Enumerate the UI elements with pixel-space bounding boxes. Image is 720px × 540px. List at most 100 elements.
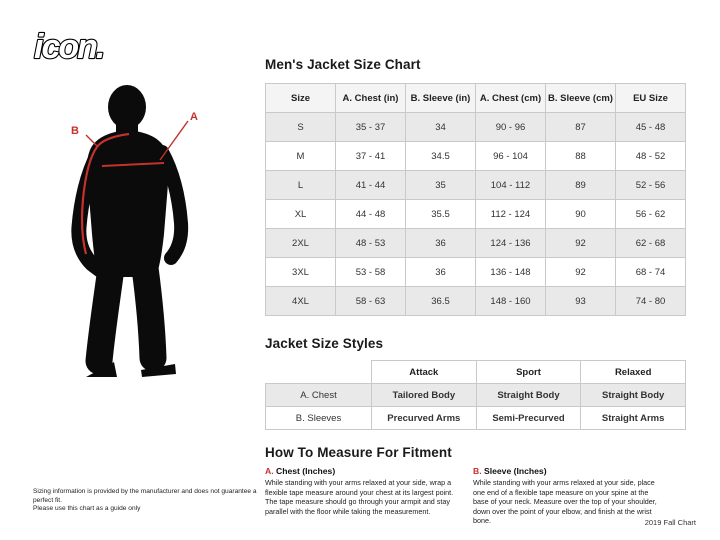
chest-cm-cell: 96 - 104 <box>475 141 546 171</box>
style-row-chest: A. Chest Tailored Body Straight Body Str… <box>265 383 686 407</box>
header-sport: Sport <box>475 360 582 384</box>
sizing-disclaimer: Sizing information is provided by the ma… <box>33 488 273 514</box>
disclaimer-line-2: Please use this chart as a guide only <box>33 505 141 513</box>
measure-chest-prefix: A. <box>265 466 274 476</box>
sleeve-pointer-line <box>85 134 98 147</box>
sport-chest-cell: Straight Body <box>475 383 582 407</box>
style-chart-body: A. Chest Tailored Body Straight Body Str… <box>265 383 686 430</box>
size-row-3xl: 3XL 53 - 58 36 136 - 148 92 68 - 74 <box>265 257 686 287</box>
chest-in-cell: 58 - 63 <box>335 286 406 316</box>
size-cell: M <box>265 141 336 171</box>
silhouette-torso <box>86 130 170 277</box>
sleeve-cm-cell: 92 <box>545 257 616 287</box>
eu-size-cell: 74 - 80 <box>615 286 686 316</box>
sleeve-cm-cell: 90 <box>545 199 616 229</box>
size-row-2xl: 2XL 48 - 53 36 124 - 136 92 62 - 68 <box>265 228 686 258</box>
size-chart-title: Men's Jacket Size Chart <box>265 57 421 72</box>
sport-sleeves-cell: Semi-Precurved <box>475 406 582 430</box>
sleeve-cm-cell: 92 <box>545 228 616 258</box>
figure-label-b: B <box>71 125 79 137</box>
attack-sleeves-cell: Precurved Arms <box>371 406 477 430</box>
size-chart-header-row: Size A. Chest (in) B. Sleeve (in) A. Che… <box>265 83 686 113</box>
eu-size-cell: 45 - 48 <box>615 112 686 142</box>
silhouette-right-foot <box>141 364 176 377</box>
chest-cm-cell: 90 - 96 <box>475 112 546 142</box>
sleeve-in-cell: 35 <box>405 170 476 200</box>
chest-in-cell: 41 - 44 <box>335 170 406 200</box>
size-cell: 4XL <box>265 286 336 316</box>
size-row-s: S 35 - 37 34 90 - 96 87 45 - 48 <box>265 112 686 142</box>
header-size: Size <box>265 83 336 113</box>
size-cell: L <box>265 170 336 200</box>
size-chart-body: S 35 - 37 34 90 - 96 87 45 - 48 M 37 - 4… <box>265 112 686 316</box>
chest-in-cell: 48 - 53 <box>335 228 406 258</box>
size-cell: 3XL <box>265 257 336 287</box>
size-chart-table: Size A. Chest (in) B. Sleeve (in) A. Che… <box>265 83 686 316</box>
style-chart-header-row: Attack Sport Relaxed <box>266 360 686 384</box>
icon-logo: icon. <box>33 27 107 67</box>
body-silhouette-figure: A B <box>71 85 198 377</box>
silhouette-right-arm <box>155 145 189 265</box>
header-sleeve-in: B. Sleeve (in) <box>405 83 476 113</box>
size-cell: XL <box>265 199 336 229</box>
eu-size-cell: 48 - 52 <box>615 141 686 171</box>
sleeve-in-cell: 36.5 <box>405 286 476 316</box>
eu-size-cell: 68 - 74 <box>615 257 686 287</box>
blank-corner-cell <box>266 361 372 384</box>
sleeve-in-cell: 34.5 <box>405 141 476 171</box>
measure-chest-label: A. Chest (Inches) <box>265 466 455 476</box>
header-chest-cm: A. Chest (cm) <box>475 83 546 113</box>
relaxed-chest-cell: Straight Body <box>580 383 686 407</box>
chest-in-cell: 37 - 41 <box>335 141 406 171</box>
measure-sleeve-text: While standing with your arms relaxed at… <box>473 478 657 525</box>
header-eu-size: EU Size <box>615 83 686 113</box>
silhouette-left-arm <box>71 146 108 278</box>
style-row-sleeves: B. Sleeves Precurved Arms Semi-Precurved… <box>265 406 686 430</box>
size-row-4xl: 4XL 58 - 63 36.5 148 - 160 93 74 - 80 <box>265 286 686 316</box>
size-row-xl: XL 44 - 48 35.5 112 - 124 90 56 - 62 <box>265 199 686 229</box>
measure-sleeve-prefix: B. <box>473 466 482 476</box>
size-cell: 2XL <box>265 228 336 258</box>
chest-cm-cell: 148 - 160 <box>475 286 546 316</box>
size-cell: S <box>265 112 336 142</box>
size-row-l: L 41 - 44 35 104 - 112 89 52 - 56 <box>265 170 686 200</box>
measure-title: How To Measure For Fitment <box>265 445 452 460</box>
measure-sleeve-column: B. Sleeve (Inches) While standing with y… <box>473 466 663 526</box>
chest-in-cell: 35 - 37 <box>335 112 406 142</box>
eu-size-cell: 56 - 62 <box>615 199 686 229</box>
sleeve-cm-cell: 87 <box>545 112 616 142</box>
sleeve-in-cell: 35.5 <box>405 199 476 229</box>
attack-chest-cell: Tailored Body <box>371 383 477 407</box>
chest-in-cell: 53 - 58 <box>335 257 406 287</box>
chest-pointer-line <box>159 120 189 161</box>
relaxed-sleeves-cell: Straight Arms <box>580 406 686 430</box>
sleeve-cm-cell: 88 <box>545 141 616 171</box>
measure-chest-label-text: Chest (Inches) <box>275 466 336 476</box>
silhouette-left-foot <box>86 362 117 377</box>
sleeve-cm-cell: 93 <box>545 286 616 316</box>
chest-cm-cell: 136 - 148 <box>475 257 546 287</box>
size-chart-head: Size A. Chest (in) B. Sleeve (in) A. Che… <box>265 83 686 113</box>
measure-chest-column: A. Chest (Inches) While standing with yo… <box>265 466 455 526</box>
header-relaxed: Relaxed <box>580 360 686 384</box>
icon-logo-text: icon. <box>34 28 103 66</box>
sleeve-in-cell: 34 <box>405 112 476 142</box>
chest-cm-cell: 124 - 136 <box>475 228 546 258</box>
style-chart-head: Attack Sport Relaxed <box>266 360 686 384</box>
eu-size-cell: 62 - 68 <box>615 228 686 258</box>
header-attack: Attack <box>371 360 477 384</box>
chest-cm-cell: 112 - 124 <box>475 199 546 229</box>
measure-chest-text: While standing with your arms relaxed at… <box>265 478 454 516</box>
figure-label-a: A <box>190 111 198 123</box>
silhouette-left-leg <box>85 254 125 375</box>
chest-measure-line <box>101 162 165 167</box>
silhouette-right-leg <box>131 254 167 372</box>
style-chart-title: Jacket Size Styles <box>265 336 384 351</box>
chart-version: 2019 Fall Chart <box>644 518 696 527</box>
body-silhouette <box>71 85 189 377</box>
size-row-m: M 37 - 41 34.5 96 - 104 88 48 - 52 <box>265 141 686 171</box>
sleeve-in-cell: 36 <box>405 257 476 287</box>
measure-sleeve-label: B. Sleeve (Inches) <box>473 466 663 476</box>
eu-size-cell: 52 - 56 <box>615 170 686 200</box>
